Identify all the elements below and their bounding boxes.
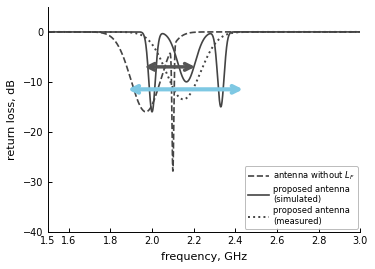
Line: antenna without $L_F$: antenna without $L_F$ xyxy=(48,32,360,171)
antenna without $L_F$ xyxy=(189,31,194,34)
Legend: antenna without $L_F$, proposed antenna
(simulated), proposed antenna
(measured): antenna without $L_F$, proposed antenna … xyxy=(245,166,358,229)
Line: proposed antenna
(simulated): proposed antenna (simulated) xyxy=(48,32,360,112)
proposed antenna
(simulated) xyxy=(349,30,354,34)
antenna without $L_F$ xyxy=(349,30,354,34)
proposed antenna
(simulated) xyxy=(358,30,363,34)
antenna without $L_F$ xyxy=(62,30,66,34)
antenna without $L_F$ xyxy=(358,30,363,34)
antenna without $L_F$ xyxy=(171,169,175,173)
X-axis label: frequency, GHz: frequency, GHz xyxy=(161,252,247,262)
proposed antenna
(measured) xyxy=(62,30,66,34)
antenna without $L_F$ xyxy=(198,30,202,34)
proposed antenna
(simulated) xyxy=(349,30,354,34)
Line: proposed antenna
(measured): proposed antenna (measured) xyxy=(48,32,360,99)
antenna without $L_F$ xyxy=(349,30,354,34)
antenna without $L_F$ xyxy=(292,30,296,34)
Y-axis label: return loss, dB: return loss, dB xyxy=(7,79,17,160)
proposed antenna
(measured) xyxy=(189,90,194,93)
proposed antenna
(simulated) xyxy=(198,46,202,49)
proposed antenna
(simulated) xyxy=(292,30,296,34)
proposed antenna
(measured) xyxy=(198,72,202,75)
proposed antenna
(measured) xyxy=(358,30,363,34)
proposed antenna
(measured) xyxy=(349,30,354,34)
proposed antenna
(measured) xyxy=(292,30,296,34)
proposed antenna
(measured) xyxy=(46,30,50,34)
antenna without $L_F$ xyxy=(46,30,50,34)
proposed antenna
(measured) xyxy=(349,30,354,34)
proposed antenna
(measured) xyxy=(181,98,186,101)
proposed antenna
(simulated) xyxy=(189,72,194,75)
proposed antenna
(simulated) xyxy=(150,110,154,114)
proposed antenna
(simulated) xyxy=(62,30,66,34)
proposed antenna
(simulated) xyxy=(46,30,50,34)
